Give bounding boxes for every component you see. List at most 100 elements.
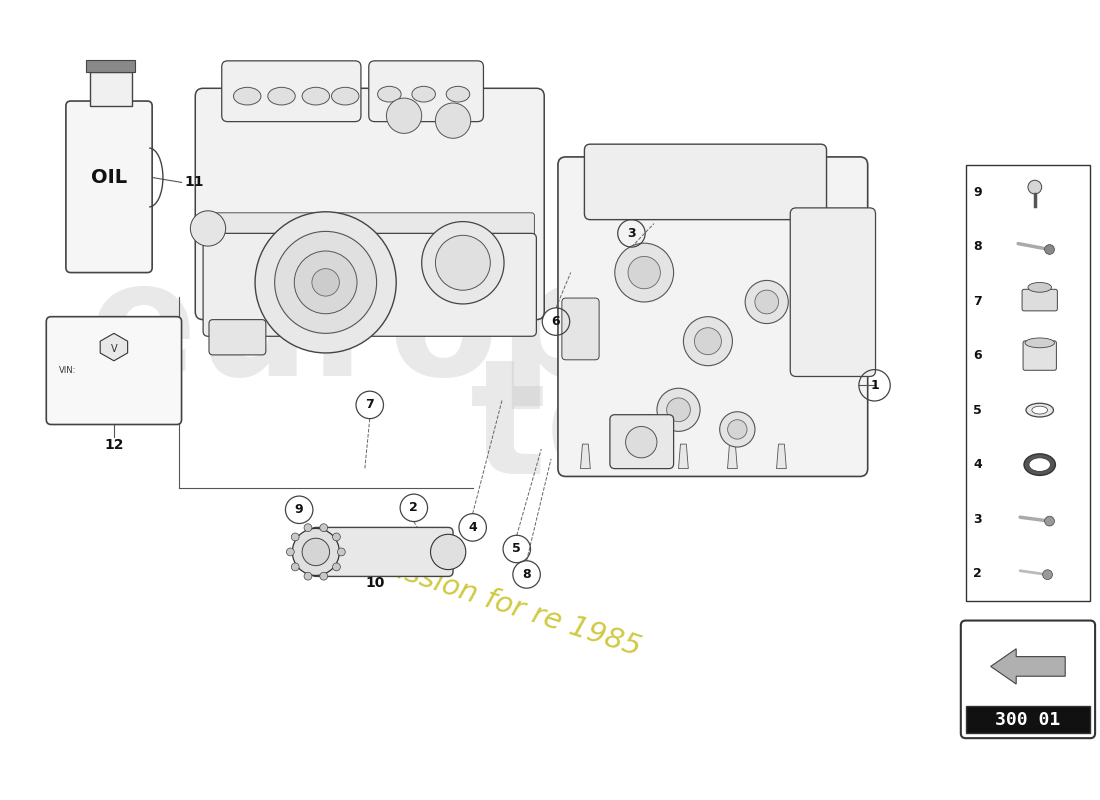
Circle shape <box>1028 180 1042 194</box>
Circle shape <box>430 534 465 570</box>
Circle shape <box>641 422 657 438</box>
Ellipse shape <box>233 87 261 105</box>
FancyBboxPatch shape <box>196 88 544 320</box>
Circle shape <box>293 529 340 575</box>
FancyBboxPatch shape <box>222 61 361 122</box>
Text: 5: 5 <box>513 542 521 555</box>
Ellipse shape <box>1032 406 1047 414</box>
Text: VIN:: VIN: <box>59 366 76 375</box>
Ellipse shape <box>267 87 295 105</box>
FancyBboxPatch shape <box>960 621 1096 738</box>
Circle shape <box>1045 516 1055 526</box>
Polygon shape <box>581 444 591 469</box>
FancyBboxPatch shape <box>1023 341 1056 370</box>
Ellipse shape <box>1024 454 1055 475</box>
Circle shape <box>304 572 312 580</box>
Circle shape <box>694 328 722 354</box>
Text: 2: 2 <box>974 567 982 580</box>
Circle shape <box>727 420 747 439</box>
FancyBboxPatch shape <box>584 144 826 220</box>
Text: 300 01: 300 01 <box>996 710 1060 729</box>
Ellipse shape <box>331 87 359 105</box>
Circle shape <box>255 212 396 353</box>
Circle shape <box>1045 245 1055 254</box>
Ellipse shape <box>411 86 436 102</box>
Ellipse shape <box>1028 458 1050 471</box>
Ellipse shape <box>1026 403 1054 417</box>
Bar <box>966 165 1090 601</box>
Text: 4: 4 <box>469 521 477 534</box>
Circle shape <box>295 251 358 314</box>
Circle shape <box>635 414 663 444</box>
Text: 5: 5 <box>974 404 982 417</box>
Ellipse shape <box>1028 282 1052 292</box>
Circle shape <box>421 222 504 304</box>
Text: V: V <box>111 344 118 354</box>
Circle shape <box>615 243 673 302</box>
FancyBboxPatch shape <box>209 320 266 355</box>
Text: 3: 3 <box>627 227 636 240</box>
FancyBboxPatch shape <box>558 157 868 477</box>
Polygon shape <box>679 444 689 469</box>
Circle shape <box>745 281 789 323</box>
FancyBboxPatch shape <box>204 234 537 336</box>
Bar <box>87 60 135 72</box>
Bar <box>966 706 1090 734</box>
Circle shape <box>304 524 312 532</box>
Text: a passion for re 1985: a passion for re 1985 <box>341 540 644 662</box>
FancyBboxPatch shape <box>311 527 453 577</box>
Circle shape <box>320 524 328 532</box>
Text: 4: 4 <box>974 458 982 471</box>
Text: 9: 9 <box>974 186 982 198</box>
Circle shape <box>292 533 299 541</box>
Ellipse shape <box>377 86 402 102</box>
Text: tes: tes <box>470 352 750 507</box>
Text: 6: 6 <box>974 349 982 362</box>
Text: 1: 1 <box>870 378 879 392</box>
Circle shape <box>657 388 700 431</box>
Circle shape <box>338 548 345 556</box>
Circle shape <box>190 211 226 246</box>
Ellipse shape <box>1025 338 1055 348</box>
Text: 8: 8 <box>522 568 531 581</box>
Text: 10: 10 <box>365 576 384 590</box>
Polygon shape <box>727 444 737 469</box>
Circle shape <box>719 412 755 447</box>
FancyBboxPatch shape <box>1022 290 1057 311</box>
Circle shape <box>312 269 340 296</box>
Circle shape <box>626 426 657 458</box>
FancyBboxPatch shape <box>562 298 600 360</box>
Text: 6: 6 <box>552 315 560 328</box>
Text: 2: 2 <box>409 502 418 514</box>
FancyBboxPatch shape <box>46 317 182 425</box>
Text: 12: 12 <box>104 438 123 452</box>
Text: europar: europar <box>88 254 799 409</box>
Circle shape <box>286 548 295 556</box>
Text: 11: 11 <box>185 175 204 190</box>
Circle shape <box>755 290 779 314</box>
FancyBboxPatch shape <box>66 101 152 273</box>
Circle shape <box>436 103 471 138</box>
Circle shape <box>683 317 733 366</box>
Circle shape <box>332 533 340 541</box>
Text: 7: 7 <box>974 294 982 307</box>
FancyBboxPatch shape <box>790 208 876 377</box>
Text: OIL: OIL <box>91 168 128 187</box>
Circle shape <box>1043 570 1053 579</box>
Circle shape <box>275 231 376 334</box>
Ellipse shape <box>302 87 330 105</box>
Circle shape <box>667 398 691 422</box>
Circle shape <box>386 98 421 134</box>
Polygon shape <box>629 444 639 469</box>
Circle shape <box>628 257 660 289</box>
FancyBboxPatch shape <box>205 213 535 246</box>
Polygon shape <box>100 334 128 361</box>
Circle shape <box>320 572 328 580</box>
Circle shape <box>302 538 330 566</box>
Bar <box>90 72 132 106</box>
Circle shape <box>436 235 491 290</box>
FancyBboxPatch shape <box>609 414 673 469</box>
FancyBboxPatch shape <box>368 61 484 122</box>
Text: 7: 7 <box>365 398 374 411</box>
Polygon shape <box>777 444 786 469</box>
